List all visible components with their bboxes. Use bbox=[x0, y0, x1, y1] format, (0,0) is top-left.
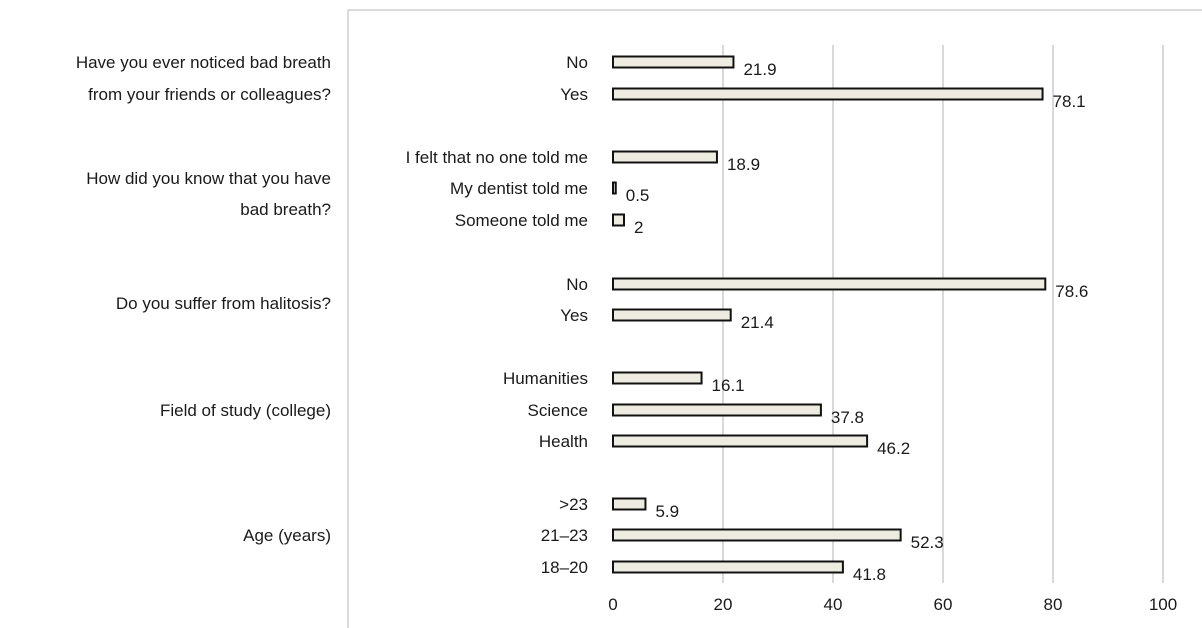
bar bbox=[612, 181, 617, 195]
category-label: 21–23 bbox=[541, 526, 588, 545]
value-label: 78.1 bbox=[1053, 92, 1086, 111]
bar bbox=[612, 308, 732, 322]
value-label: 78.6 bbox=[1055, 282, 1088, 301]
category-label: Science bbox=[528, 401, 588, 420]
category-label: 18–20 bbox=[541, 558, 588, 577]
x-tick-label: 60 bbox=[934, 595, 953, 614]
category-label: Yes bbox=[560, 85, 588, 104]
value-label: 18.9 bbox=[727, 155, 760, 174]
question-label: Field of study (college) bbox=[160, 401, 331, 420]
bar bbox=[612, 403, 822, 417]
value-label: 5.9 bbox=[655, 502, 679, 521]
question-label: bad breath? bbox=[240, 200, 331, 219]
value-label: 16.1 bbox=[712, 376, 745, 395]
bar bbox=[612, 213, 625, 227]
bar bbox=[612, 150, 718, 164]
x-tick-label: 20 bbox=[714, 595, 733, 614]
value-label: 21.4 bbox=[741, 313, 774, 332]
category-label: No bbox=[566, 53, 588, 72]
category-label: I felt that no one told me bbox=[406, 148, 588, 167]
category-label: My dentist told me bbox=[450, 179, 588, 198]
category-label: No bbox=[566, 275, 588, 294]
question-label: from your friends or colleagues? bbox=[88, 85, 331, 104]
x-tick-label: 40 bbox=[824, 595, 843, 614]
bar bbox=[612, 371, 703, 385]
question-label: Do you suffer from halitosis? bbox=[116, 294, 331, 313]
value-label: 21.9 bbox=[743, 60, 776, 79]
value-label: 0.5 bbox=[626, 186, 650, 205]
x-tick-label: 100 bbox=[1149, 595, 1177, 614]
value-label: 46.2 bbox=[877, 439, 910, 458]
value-label: 52.3 bbox=[911, 533, 944, 552]
category-label: >23 bbox=[559, 495, 588, 514]
question-label: How did you know that you have bbox=[86, 169, 331, 188]
question-label: Age (years) bbox=[243, 526, 331, 545]
bar bbox=[612, 497, 647, 511]
value-label: 2 bbox=[634, 218, 643, 237]
bar bbox=[612, 87, 1044, 101]
bar bbox=[612, 434, 869, 448]
question-label: Have you ever noticed bad breath bbox=[76, 53, 331, 72]
value-label: 41.8 bbox=[853, 565, 886, 584]
bar bbox=[612, 528, 902, 542]
bar bbox=[612, 560, 844, 574]
category-label: Yes bbox=[560, 306, 588, 325]
x-tick-label: 80 bbox=[1044, 595, 1063, 614]
value-label: 37.8 bbox=[831, 408, 864, 427]
x-tick-label: 0 bbox=[608, 595, 617, 614]
bar bbox=[612, 277, 1047, 291]
category-label: Health bbox=[539, 432, 588, 451]
category-label: Someone told me bbox=[455, 211, 588, 230]
category-label: Humanities bbox=[503, 369, 588, 388]
bar bbox=[612, 55, 735, 69]
